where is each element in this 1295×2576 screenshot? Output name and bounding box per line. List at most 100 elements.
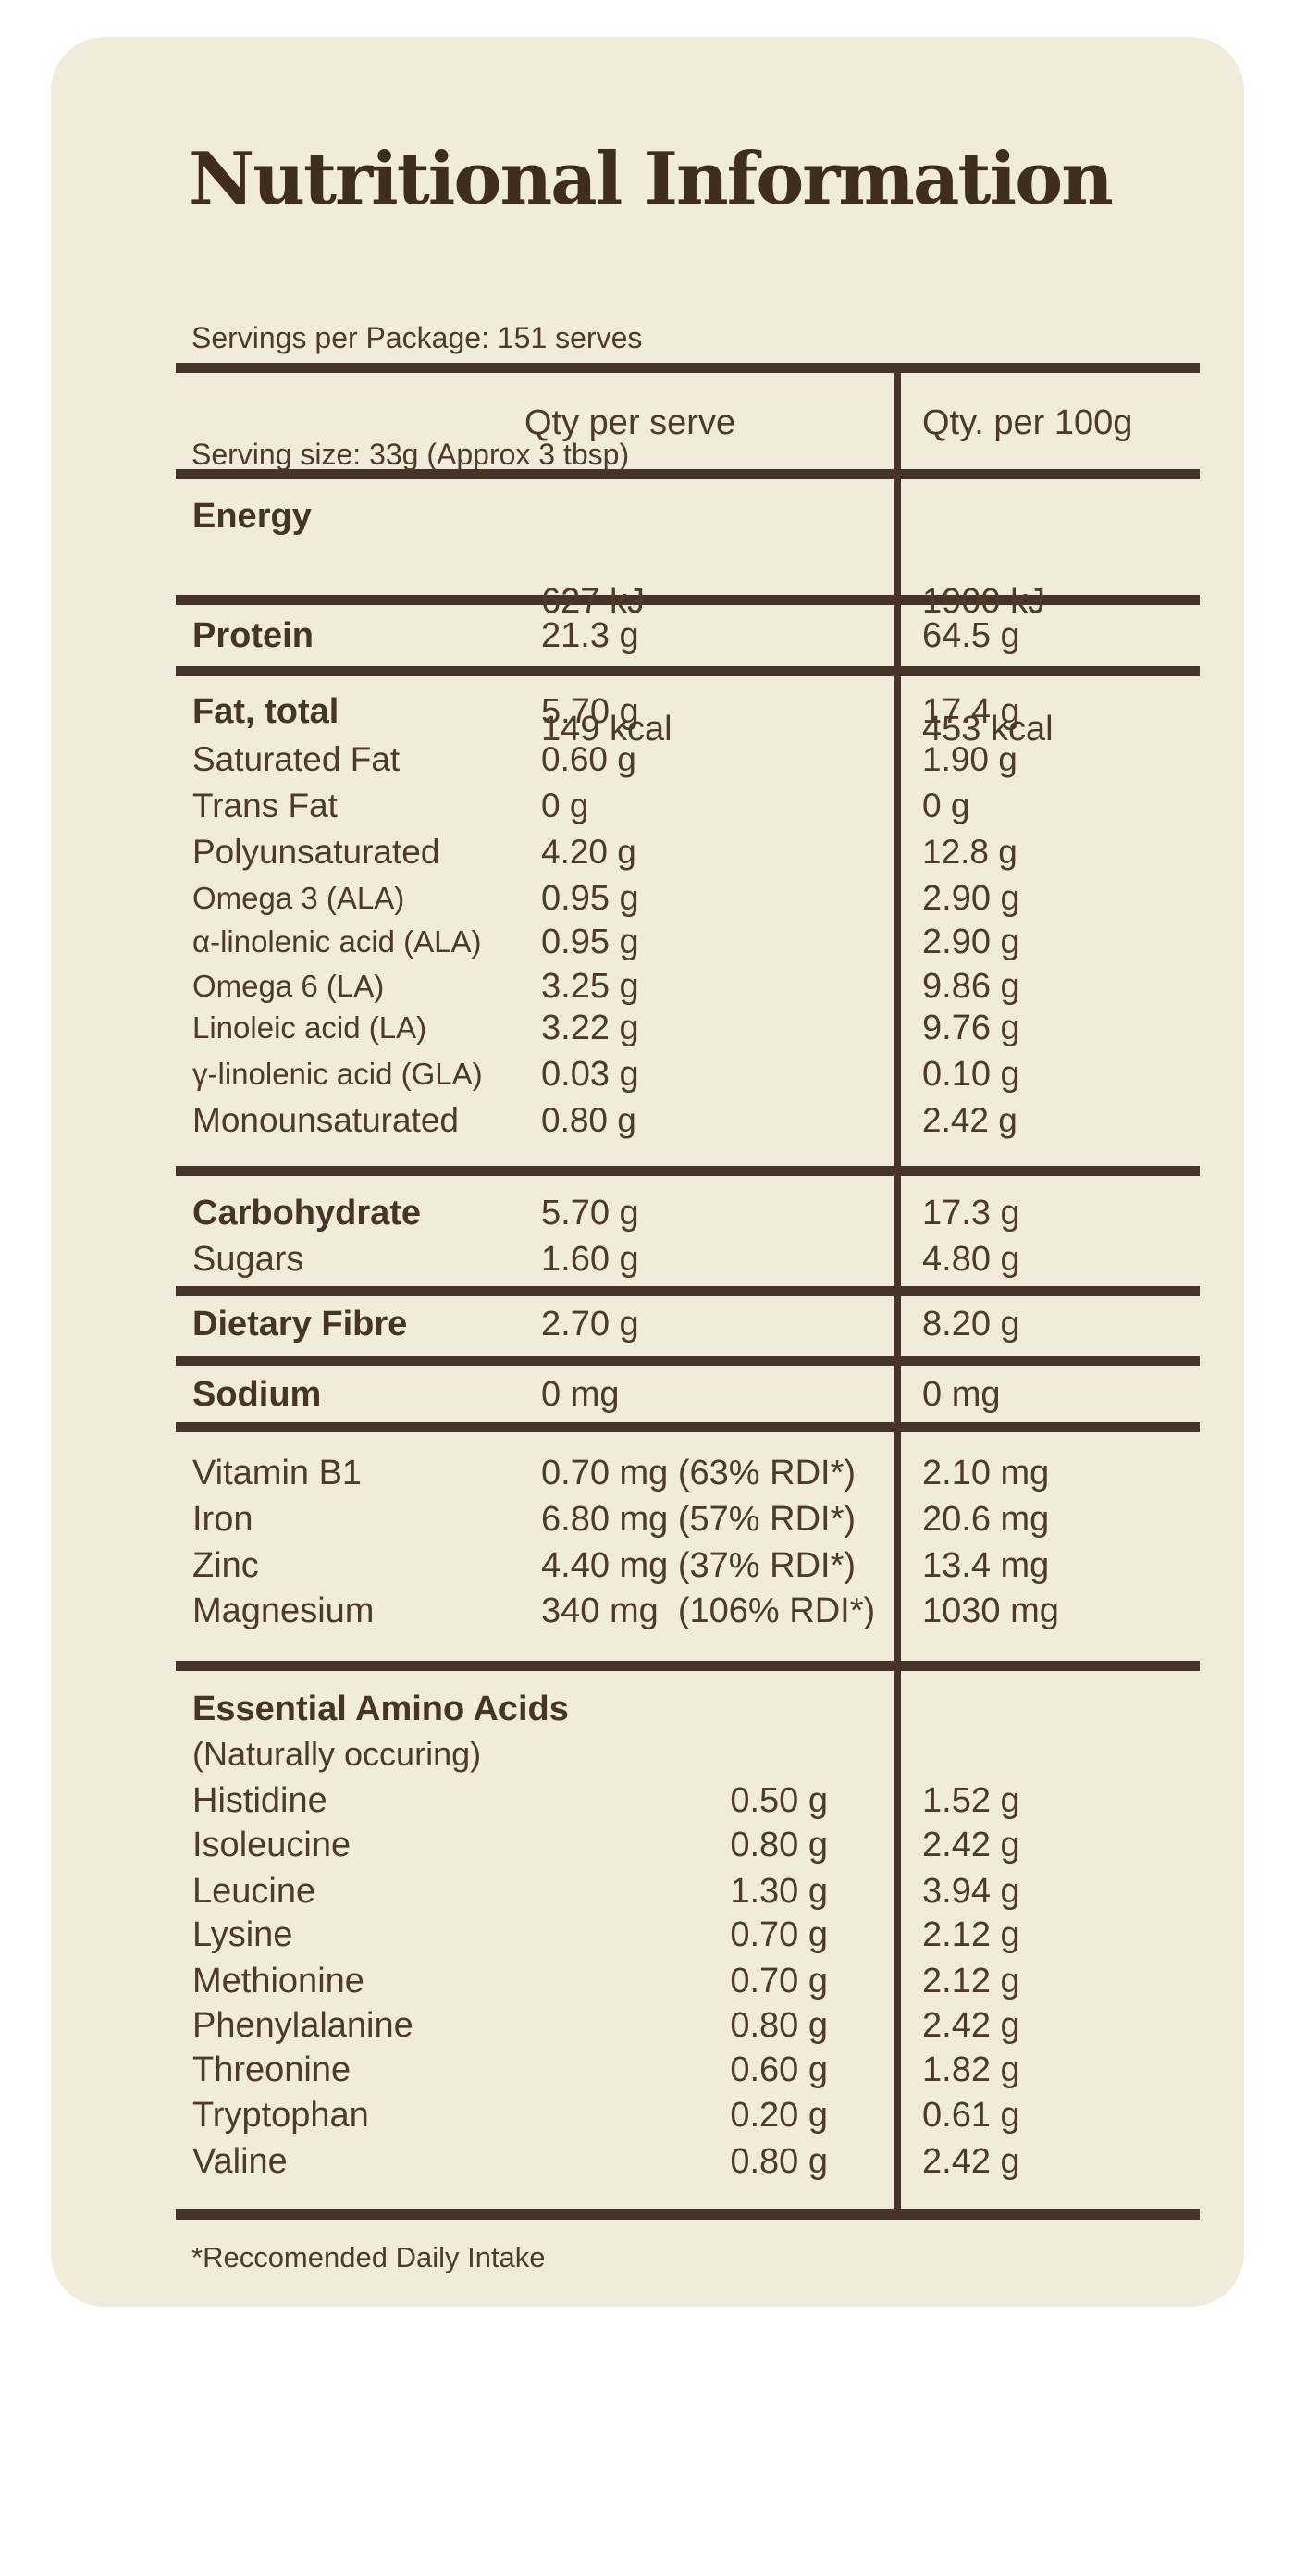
qty-per-serve-value: 0.80 g	[730, 2006, 828, 2045]
table-top-rule	[176, 363, 1200, 373]
qty-per-serve-value: 3.25 g	[541, 967, 639, 1006]
qty-per-serve-value: 1.30 g	[730, 1872, 828, 1911]
nutrient-label: Histidine	[192, 1781, 327, 1820]
nutrient-row-magnesium: Magnesium 340 mg (106% RDI*) 1030 mg	[176, 1591, 1200, 1633]
nutrient-label: Protein	[192, 616, 314, 655]
qty-per-100g-value: 2.10 mg	[922, 1454, 1050, 1492]
qty-per-100g-value: 9.86 g	[922, 967, 1020, 1006]
qty-per-serve-value: 5.70 g	[541, 692, 639, 731]
nutrient-row-saturated-fat: Saturated Fat 0.60 g 1.90 g	[176, 739, 1200, 782]
qty-per-100g-value: 2.42 g	[922, 1101, 1018, 1139]
nutrient-row-sodium: Sodium 0 mg 0 mg	[176, 1374, 1200, 1417]
table-bottom-rule	[176, 2209, 1200, 2220]
section-heading: Essential Amino Acids	[192, 1690, 569, 1728]
nutrient-row-threonine: Threonine 0.60 g 1.82 g	[176, 2050, 1200, 2092]
nutrient-row-linoleic-acid: Linoleic acid (LA) 3.22 g 9.76 g	[176, 1008, 1200, 1050]
nutrient-row-omega-6: Omega 6 (LA) 3.25 g 9.86 g	[176, 966, 1200, 1009]
nutrient-row-sugars: Sugars 1.60 g 4.80 g	[176, 1239, 1200, 1282]
nutrient-row-omega-3: Omega 3 (ALA) 0.95 g 2.90 g	[176, 878, 1200, 921]
fat-bottom-rule	[176, 1166, 1200, 1176]
qty-per-serve-value: 21.3 g	[541, 616, 639, 655]
nutrient-label: Zinc	[192, 1546, 259, 1585]
qty-per-serve-value: 6.80 mg (57% RDI*)	[541, 1500, 857, 1539]
nutrient-row-lysine: Lysine 0.70 g 2.12 g	[176, 1914, 1200, 1957]
qty-per-serve-value: 0.70 g	[730, 1962, 828, 2000]
qty-per-100g-value: 2.90 g	[922, 923, 1020, 961]
qty-per-100g-value: 0.61 g	[922, 2096, 1020, 2135]
section-subheading: (Naturally occuring)	[192, 1735, 482, 1773]
col-header-per-serve: Qty per serve	[524, 403, 736, 442]
nutrient-label: Lysine	[192, 1915, 293, 1954]
qty-line: 149 kcal	[541, 710, 672, 749]
nutrient-label: Trans Fat	[192, 786, 338, 824]
qty-per-serve-value: 0 mg	[541, 1375, 620, 1414]
qty-per-serve-value: 0.60 g	[541, 740, 636, 778]
qty-per-100g-value: 1900 kJ 453 kcal	[922, 495, 1054, 836]
qty-per-100g-value: 2.42 g	[922, 1826, 1020, 1864]
nutrient-label: Saturated Fat	[192, 740, 401, 778]
nutrient-label: Vitamin B1	[192, 1454, 363, 1492]
qty-per-100g-value: 0 mg	[922, 1375, 1001, 1414]
nutrient-label: Leucine	[192, 1872, 316, 1911]
nutrient-row-iron: Iron 6.80 mg (57% RDI*) 20.6 mg	[176, 1499, 1200, 1542]
amino-acids-subheading-row: (Naturally occuring)	[176, 1734, 1200, 1777]
nutrient-row-histidine: Histidine 0.50 g 1.52 g	[176, 1780, 1200, 1823]
header-bottom-rule	[176, 469, 1200, 479]
qty-per-serve-value: 0.80 g	[730, 2142, 828, 2181]
nutrient-label: Dietary Fibre	[192, 1305, 408, 1344]
amino-acids-heading-row: Essential Amino Acids	[176, 1689, 1200, 1731]
nutrient-label: Tryptophan	[192, 2096, 369, 2135]
qty-per-serve-value: 0 g	[541, 786, 589, 824]
column-divider	[894, 363, 901, 2220]
nutrient-label: Magnesium	[192, 1591, 375, 1630]
nutrient-label: Linoleic acid (LA)	[192, 1010, 427, 1045]
table-header-row: Qty per serve Qty. per 100g	[176, 402, 1200, 445]
sodium-bottom-rule	[176, 1422, 1200, 1432]
qty-per-100g-value: 0.10 g	[922, 1055, 1020, 1094]
rdi-footnote: *Reccomended Daily Intake	[191, 2241, 546, 2273]
qty-per-serve-value: 0.80 g	[541, 1101, 636, 1139]
qty-per-100g-value: 0 g	[922, 786, 970, 824]
qty-per-serve-value: 0.03 g	[541, 1055, 639, 1094]
carb-bottom-rule	[176, 1286, 1200, 1296]
nutrient-label: Isoleucine	[192, 1826, 352, 1864]
qty-per-serve-value: 340 mg (106% RDI*)	[541, 1591, 876, 1630]
qty-per-serve-value: 0.50 g	[730, 1781, 828, 1820]
qty-per-serve-value: 1.60 g	[541, 1240, 639, 1279]
nutrient-label: γ-linolenic acid (GLA)	[192, 1057, 483, 1091]
nutrient-row-carbohydrate: Carbohydrate 5.70 g 17.3 g	[176, 1193, 1200, 1235]
nutrient-row-vitamin-b1: Vitamin B1 0.70 mg (63% RDI*) 2.10 mg	[176, 1453, 1200, 1495]
qty-per-100g-value: 1030 mg	[922, 1591, 1059, 1630]
nutrient-label: Omega 6 (LA)	[192, 969, 385, 1003]
qty-per-100g-value: 20.6 mg	[922, 1500, 1050, 1539]
qty-per-100g-value: 17.3 g	[922, 1194, 1020, 1232]
nutrient-row-polyunsaturated: Polyunsaturated 4.20 g 12.8 g	[176, 832, 1200, 874]
qty-per-serve-value: 0.95 g	[541, 879, 639, 918]
nutrient-label: Sugars	[192, 1240, 304, 1279]
qty-per-100g-value: 17.4 g	[922, 692, 1020, 731]
nutrient-label: Sodium	[192, 1375, 322, 1414]
nutrient-row-trans-fat: Trans Fat 0 g 0 g	[176, 786, 1200, 828]
nutrient-label: α-linolenic acid (ALA)	[192, 924, 482, 959]
page-title: Nutritional Information	[189, 137, 1114, 221]
qty-line: 1900 kJ	[922, 582, 1046, 621]
nutrient-label: Omega 3 (ALA)	[192, 881, 405, 915]
qty-per-100g-value: 13.4 mg	[922, 1546, 1050, 1585]
qty-per-serve-value: 0.80 g	[730, 1826, 828, 1864]
nutrient-row-methionine: Methionine 0.70 g 2.12 g	[176, 1961, 1200, 2003]
nutrient-row-phenylalanine: Phenylalanine 0.80 g 2.42 g	[176, 2005, 1200, 2048]
nutrient-row-valine: Valine 0.80 g 2.42 g	[176, 2141, 1200, 2184]
nutrient-row-zinc: Zinc 4.40 mg (37% RDI*) 13.4 mg	[176, 1545, 1200, 1588]
nutrient-row-gamma-linolenic-acid: γ-linolenic acid (GLA) 0.03 g 0.10 g	[176, 1054, 1200, 1096]
nutrient-label: Polyunsaturated	[192, 833, 440, 871]
qty-per-serve-value: 2.70 g	[541, 1305, 639, 1344]
qty-per-100g-value: 8.20 g	[922, 1305, 1020, 1344]
micro-bottom-rule	[176, 1661, 1200, 1671]
qty-per-100g-value: 2.90 g	[922, 879, 1020, 918]
qty-per-100g-value: 4.80 g	[922, 1240, 1020, 1279]
nutrient-row-leucine: Leucine 1.30 g 3.94 g	[176, 1871, 1200, 1913]
qty-per-100g-value: 2.42 g	[922, 2006, 1020, 2045]
energy-bottom-rule	[176, 595, 1200, 605]
qty-per-serve-value: 4.20 g	[541, 833, 636, 871]
